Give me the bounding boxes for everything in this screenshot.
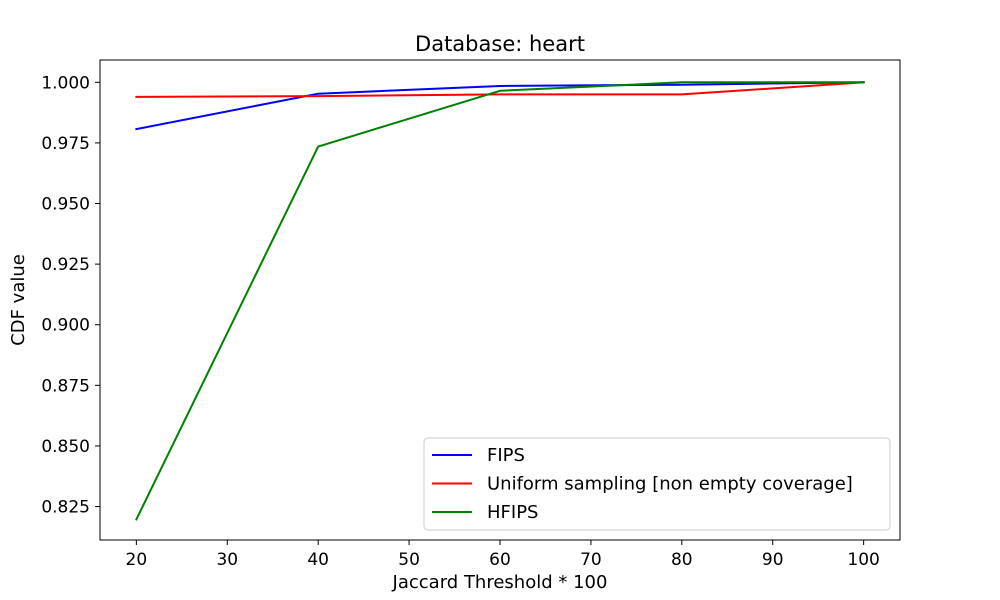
legend-label: FIPS <box>487 445 525 466</box>
x-tick-label: 70 <box>580 550 602 570</box>
series-line-hfips <box>135 81 865 521</box>
x-tick-label: 100 <box>847 550 879 570</box>
x-tick-label: 90 <box>762 550 784 570</box>
legend-label: Uniform sampling [non empty coverage] <box>487 474 853 495</box>
y-tick-label: 0.825 <box>41 498 90 518</box>
legend-label: HFIPS <box>487 502 538 523</box>
series-line-uniform-sampling-non-empty-coverage <box>135 81 865 98</box>
x-tick-label: 60 <box>489 550 511 570</box>
x-tick-label: 20 <box>126 550 148 570</box>
series-line-fips <box>135 81 865 131</box>
x-tick-label: 50 <box>398 550 420 570</box>
y-tick-label: 0.900 <box>41 316 90 336</box>
y-tick-label: 0.875 <box>41 376 90 396</box>
legend: FIPS Uniform sampling [non empty coverage… <box>423 437 891 531</box>
legend-box <box>423 437 891 531</box>
series-group <box>135 81 865 521</box>
y-tick-label: 0.950 <box>41 195 90 215</box>
y-tick-label: 1.000 <box>41 73 90 93</box>
x-tick-label: 30 <box>216 550 238 570</box>
x-axis: 20 30 40 50 60 70 80 90 100 <box>126 540 880 570</box>
y-tick-label: 0.925 <box>41 255 90 275</box>
x-tick-label: 80 <box>671 550 693 570</box>
x-tick-label: 40 <box>307 550 329 570</box>
chart-title: Database: heart <box>415 32 585 56</box>
y-axis: 0.825 0.850 0.875 0.900 0.925 0.950 0.975 1.000 <box>41 73 100 518</box>
x-axis-label: Jaccard Threshold * 100 <box>392 572 608 593</box>
y-axis-label: CDF value <box>8 254 29 346</box>
y-tick-label: 0.975 <box>41 134 90 154</box>
y-tick-label: 0.850 <box>41 437 90 457</box>
